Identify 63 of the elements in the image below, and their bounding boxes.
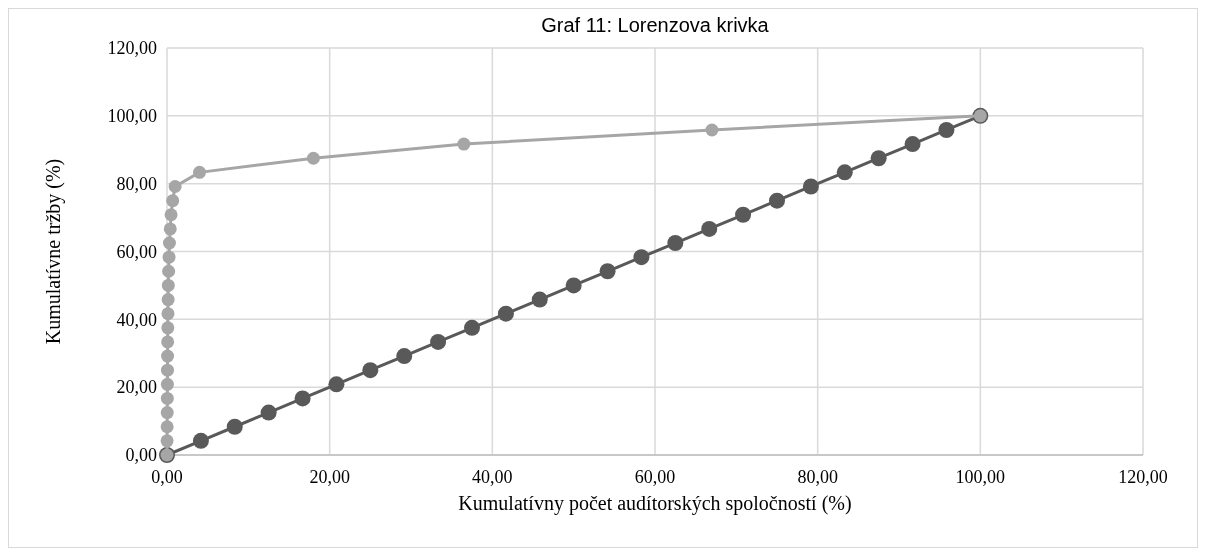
y-tick-label: 80,00 — [116, 173, 157, 194]
point — [306, 151, 320, 165]
x-tick-label: 0,00 — [151, 467, 183, 487]
point — [735, 206, 752, 223]
x-axis-title: Kumulatívny počet audítorských spoločností (%) — [458, 492, 852, 515]
point — [160, 363, 174, 377]
y-tick-label: 40,00 — [116, 309, 157, 330]
point — [457, 137, 471, 151]
point — [701, 220, 718, 237]
point — [769, 192, 785, 209]
point — [161, 307, 175, 321]
point — [599, 263, 616, 280]
chart-title: Graf 11: Lorenzova krivka — [541, 14, 770, 36]
point — [160, 391, 174, 405]
point — [160, 406, 174, 420]
y-axis-title: Kumulatívne tržby (%) — [42, 158, 65, 345]
x-tick-label: 40,00 — [472, 467, 513, 487]
point — [362, 362, 379, 379]
point — [497, 305, 514, 322]
x-tick-label: 80,00 — [797, 467, 838, 487]
point — [705, 123, 719, 137]
point — [531, 291, 548, 308]
y-tick-label: 60,00 — [116, 241, 157, 262]
point — [160, 434, 174, 448]
point — [164, 208, 178, 222]
point — [226, 418, 243, 435]
point — [836, 164, 853, 181]
point — [904, 136, 921, 153]
point — [161, 349, 175, 363]
point — [161, 321, 175, 335]
point — [430, 333, 447, 350]
point — [396, 348, 413, 365]
x-tick-label: 100,00 — [955, 467, 1006, 487]
point — [193, 165, 207, 179]
point — [161, 335, 175, 349]
point — [633, 249, 650, 266]
point — [160, 377, 174, 391]
point — [161, 293, 175, 307]
point — [163, 222, 177, 236]
point — [160, 420, 174, 434]
x-tick-label: 60,00 — [634, 467, 676, 487]
x-tick-label: 20,00 — [309, 467, 350, 487]
x-tick-label: 120,00 — [1118, 467, 1168, 487]
point — [260, 404, 277, 421]
point — [464, 319, 480, 336]
point — [166, 194, 180, 208]
y-tick-label: 20,00 — [116, 377, 157, 398]
point — [870, 150, 887, 167]
point — [161, 278, 175, 292]
point — [802, 178, 819, 195]
point — [162, 236, 176, 250]
point — [565, 277, 582, 294]
point — [192, 432, 209, 449]
point — [938, 121, 955, 138]
y-tick-label: 100,00 — [107, 106, 157, 127]
point — [162, 250, 176, 264]
y-tick-label: 120,00 — [107, 38, 157, 59]
point — [168, 179, 182, 193]
point — [328, 376, 345, 393]
y-tick-label: 0,00 — [125, 445, 157, 466]
point — [667, 235, 684, 252]
point — [294, 390, 311, 407]
point — [162, 264, 176, 278]
